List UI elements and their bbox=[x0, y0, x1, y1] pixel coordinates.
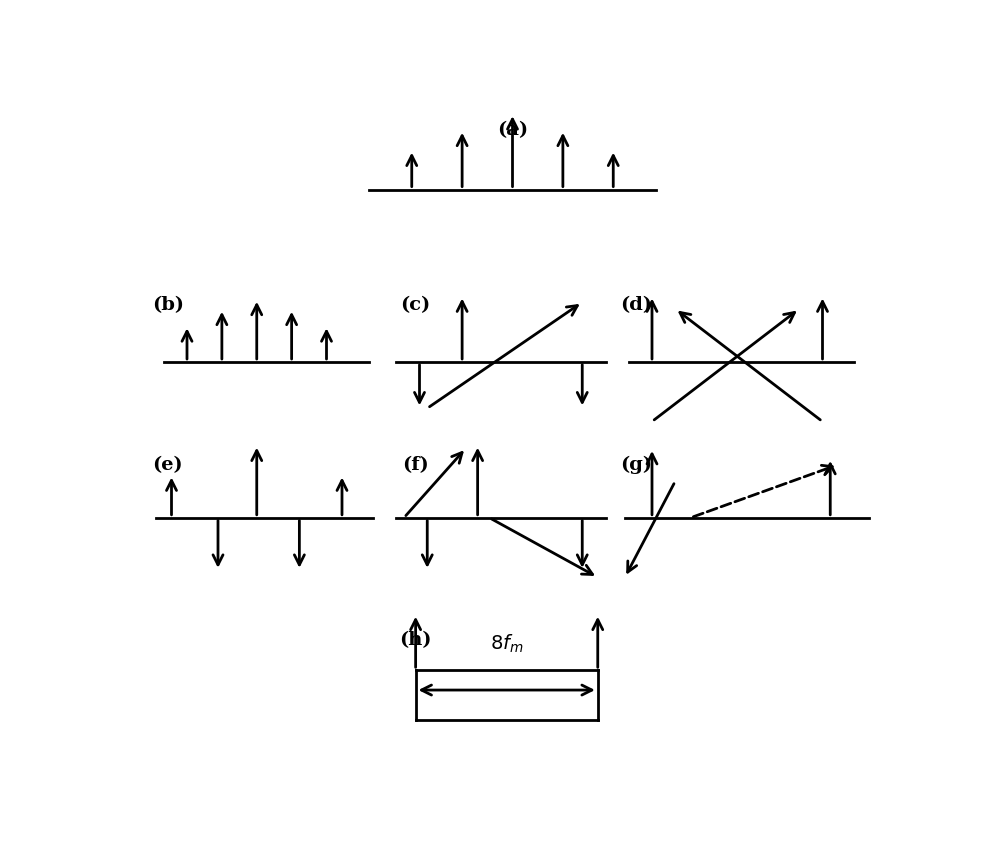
Text: (a): (a) bbox=[497, 121, 528, 139]
Text: (d): (d) bbox=[620, 296, 652, 314]
Text: (e): (e) bbox=[152, 455, 183, 474]
Text: (h): (h) bbox=[399, 631, 432, 649]
Text: $8f_m$: $8f_m$ bbox=[490, 633, 523, 655]
Text: (b): (b) bbox=[152, 296, 184, 314]
Text: (c): (c) bbox=[400, 296, 431, 314]
Text: (f): (f) bbox=[402, 455, 429, 474]
Text: (g): (g) bbox=[620, 455, 652, 474]
